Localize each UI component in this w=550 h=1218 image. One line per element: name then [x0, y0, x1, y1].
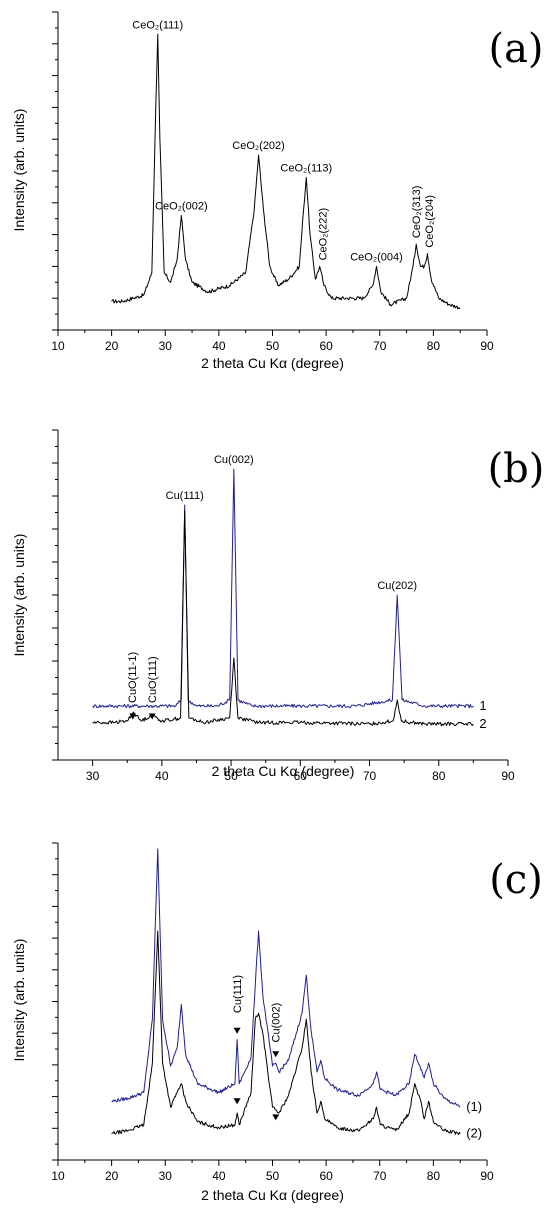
series-line-0	[111, 848, 461, 1108]
peak-label: CeO₂(313)	[411, 186, 423, 239]
peak-marker	[233, 1027, 241, 1034]
x-tick-label: 80	[427, 1169, 441, 1183]
peak-label: Cu(002)	[271, 1003, 283, 1043]
peak-label: Cu(111)	[232, 975, 244, 1013]
x-tick-label: 10	[51, 1169, 65, 1183]
series-label: (2)	[466, 1126, 482, 1141]
series-label: 2	[479, 716, 486, 731]
peak-label: CeO₂(113)	[280, 162, 332, 174]
y-axis-label: Intensity (arb. units)	[11, 939, 27, 1062]
peak-label: CeO₂(204)	[424, 195, 436, 248]
x-tick-label: 70	[363, 769, 377, 783]
peak-label: CuO(11-1)	[127, 652, 139, 703]
series-line-0	[111, 33, 461, 310]
axes: 30 40 50 60 70 80 90	[52, 429, 515, 783]
x-tick-label: 80	[427, 339, 441, 353]
x-tick-label: 30	[159, 1169, 173, 1183]
peak-marker	[233, 1098, 241, 1105]
peak-label: CeO₂(002)	[155, 201, 208, 213]
peak-label: Cu(002)	[214, 454, 254, 466]
peak-marker	[129, 713, 137, 720]
x-tick-label: 80	[432, 769, 446, 783]
x-tick-label: 30	[86, 769, 100, 783]
x-tick-label: 70	[373, 1169, 387, 1183]
x-axis-label: 2 theta Cu Kα (degree)	[201, 355, 344, 371]
x-tick-label: 60	[294, 769, 308, 783]
x-tick-label: 20	[105, 1169, 119, 1183]
series-line-1	[111, 930, 461, 1135]
x-tick-label: 90	[480, 339, 494, 353]
x-tick-label: 70	[373, 339, 387, 353]
y-axis-label: Intensity (arb. units)	[11, 109, 27, 232]
y-axis-label: Intensity (arb. units)	[11, 534, 27, 657]
panel-2: 10 20 30 40 50 60 70 80 90 2 theta Cu Kα (degree)…	[11, 842, 543, 1203]
x-axis-label: 2 theta Cu Kα (degree)	[201, 1187, 344, 1203]
peak-label: CeO₂(222)	[317, 208, 329, 261]
peak-marker	[148, 713, 156, 720]
x-tick-label: 50	[224, 769, 238, 783]
x-tick-label: 20	[105, 339, 119, 353]
axes: 10 20 30 40 50 60 70 80 90	[51, 842, 494, 1183]
peak-marker	[272, 1051, 280, 1058]
series-label: (1)	[466, 1099, 482, 1114]
peak-label: CuO(111)	[147, 656, 159, 703]
x-tick-label: 50	[266, 1169, 280, 1183]
peak-label: CeO₂(004)	[350, 251, 403, 263]
peak-label: Cu(202)	[377, 580, 417, 592]
series-line-1	[92, 510, 474, 727]
x-tick-label: 90	[480, 1169, 494, 1183]
panel-label: (a)	[488, 26, 543, 72]
x-tick-label: 40	[155, 769, 169, 783]
axes: 10 20 30 40 50 60 70 80 90	[51, 11, 494, 353]
peak-label: Cu(111)	[166, 490, 204, 502]
peak-marker	[272, 1114, 280, 1121]
peak-label: CeO₂(202)	[232, 140, 285, 152]
series-line-0	[92, 468, 474, 709]
x-tick-label: 40	[212, 339, 226, 353]
x-tick-label: 90	[501, 769, 515, 783]
x-tick-label: 60	[319, 339, 333, 353]
x-tick-label: 40	[212, 1169, 226, 1183]
series-label: 1	[479, 698, 486, 713]
x-tick-label: 30	[159, 339, 173, 353]
x-tick-label: 50	[266, 339, 280, 353]
panel-1: 30 40 50 60 70 80 90 2 theta Cu Kα (degree) Inte…	[11, 429, 545, 783]
x-tick-label: 60	[319, 1169, 333, 1183]
x-axis-label: 2 theta Cu Kα (degree)	[212, 763, 355, 779]
x-tick-label: 10	[51, 339, 65, 353]
panel-0: 10 20 30 40 50 60 70 80 90 2 theta Cu Kα (degree)…	[11, 11, 544, 371]
panel-label: (b)	[488, 446, 545, 492]
peak-label: CeO₂(111)	[132, 19, 183, 31]
panel-label: (c)	[489, 857, 543, 903]
